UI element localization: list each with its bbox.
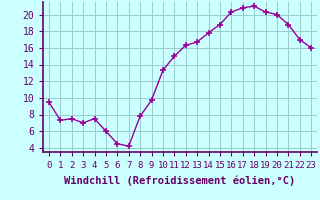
X-axis label: Windchill (Refroidissement éolien,°C): Windchill (Refroidissement éolien,°C): [64, 176, 296, 186]
